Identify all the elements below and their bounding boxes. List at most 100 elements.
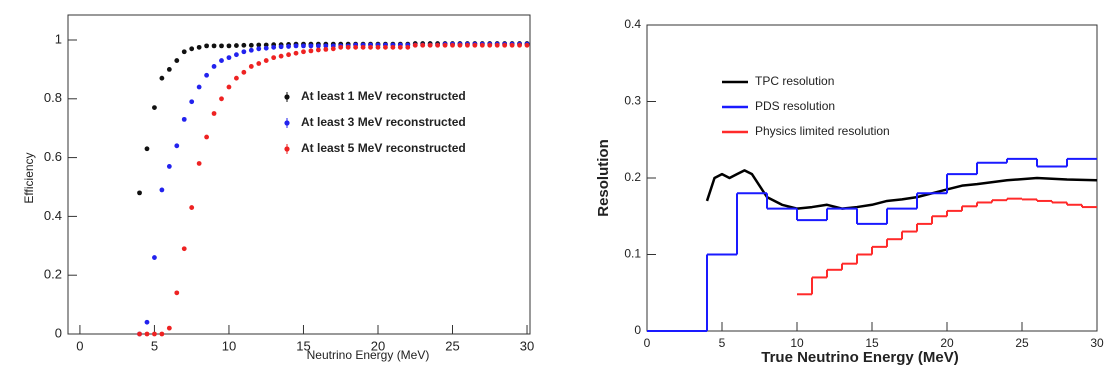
- data-point: [330, 46, 336, 52]
- data-point: [241, 49, 247, 55]
- data-point: [256, 42, 262, 48]
- data-point: [450, 42, 455, 48]
- data-point: [465, 42, 470, 48]
- legend-label: PDS resolution: [755, 99, 835, 113]
- data-point: [315, 43, 321, 49]
- y-tick-label: 1: [55, 31, 62, 46]
- data-point: [241, 42, 247, 48]
- data-point: [144, 319, 150, 325]
- data-point: [204, 72, 210, 78]
- data-point: [137, 331, 142, 337]
- data-point: [174, 143, 180, 149]
- data-point: [323, 46, 329, 52]
- data-point: [502, 42, 508, 48]
- data-point: [397, 44, 403, 50]
- data-point: [412, 42, 418, 48]
- data-point: [159, 331, 165, 337]
- data-point: [166, 164, 172, 169]
- data-point: [427, 42, 433, 48]
- x-tick-label: 20: [371, 338, 385, 353]
- y-tick-label: 0: [55, 325, 62, 340]
- y-tick-label: 0.3: [624, 94, 641, 108]
- data-point: [360, 44, 366, 50]
- y-tick-label: 0.8: [44, 90, 62, 105]
- data-point: [353, 44, 359, 50]
- y-tick-label: 0.2: [44, 267, 62, 282]
- data-point: [204, 134, 210, 140]
- data-point: [166, 325, 172, 331]
- x-tick-label: 30: [520, 338, 534, 353]
- y-tick-label: 0.1: [624, 247, 641, 261]
- data-point: [248, 64, 254, 69]
- data-point: [487, 42, 493, 48]
- y-axis-title: Efficiency: [22, 152, 36, 203]
- data-point: [435, 42, 440, 48]
- data-point: [137, 190, 142, 196]
- legend-marker: [284, 94, 290, 100]
- x-tick-label: 10: [222, 338, 236, 353]
- data-line: [705, 169, 1098, 210]
- data-point: [256, 46, 262, 52]
- data-point: [271, 55, 277, 61]
- y-axis-title: Resolution: [595, 139, 612, 217]
- data-point: [159, 75, 165, 81]
- data-point: [293, 43, 299, 49]
- plot-frame: [67, 14, 531, 335]
- y-tick-label: 0.2: [624, 170, 641, 184]
- x-tick-label: 5: [719, 336, 726, 350]
- data-point: [196, 44, 202, 50]
- y-tick-label: 0.6: [44, 149, 62, 164]
- x-tick-label: 15: [865, 336, 879, 350]
- data-point: [286, 52, 291, 58]
- data-point: [271, 44, 277, 50]
- data-point: [234, 43, 239, 48]
- data-point: [256, 61, 262, 66]
- data-point: [241, 69, 247, 75]
- data-point: [166, 66, 172, 72]
- data-point: [211, 43, 217, 49]
- data-point: [181, 246, 187, 252]
- legend-marker: [284, 120, 290, 126]
- data-point: [152, 255, 157, 260]
- data-point: [278, 44, 284, 50]
- legend-label: At least 5 MeV reconstructed: [301, 141, 466, 155]
- data-point: [263, 45, 269, 51]
- legend-label: At least 1 MeV reconstructed: [301, 89, 466, 103]
- data-point: [524, 42, 530, 48]
- x-axis-title: Neutrino Energy (MeV): [307, 348, 430, 362]
- data-point: [278, 53, 284, 59]
- data-point: [420, 42, 426, 48]
- data-point: [308, 43, 314, 49]
- data-point: [315, 47, 321, 53]
- x-tick-label: 25: [1015, 336, 1029, 350]
- data-point: [286, 44, 291, 49]
- data-point: [517, 42, 522, 48]
- data-point: [174, 58, 180, 63]
- data-point: [390, 44, 396, 50]
- x-tick-label: 0: [644, 336, 651, 350]
- data-point: [226, 84, 232, 90]
- y-tick-label: 0.4: [624, 17, 641, 31]
- data-point: [196, 161, 202, 166]
- data-point: [174, 290, 180, 296]
- data-point: [345, 44, 351, 50]
- data-point: [189, 99, 195, 105]
- data-point: [234, 75, 239, 81]
- legend-marker: [284, 146, 290, 152]
- data-point: [152, 331, 157, 337]
- data-point: [368, 44, 373, 50]
- legend-label: TPC resolution: [755, 74, 834, 88]
- data-point: [457, 42, 463, 48]
- data-point: [323, 43, 329, 49]
- data-point: [308, 48, 314, 54]
- data-point: [219, 96, 224, 102]
- data-point: [293, 50, 299, 56]
- data-point: [196, 84, 202, 90]
- data-point: [383, 44, 388, 50]
- x-tick-label: 30: [1090, 336, 1104, 350]
- x-tick-label: 25: [445, 338, 459, 353]
- y-tick-label: 0.4: [44, 208, 62, 223]
- x-tick-label: 5: [151, 338, 158, 353]
- x-tick-label: 0: [76, 338, 83, 353]
